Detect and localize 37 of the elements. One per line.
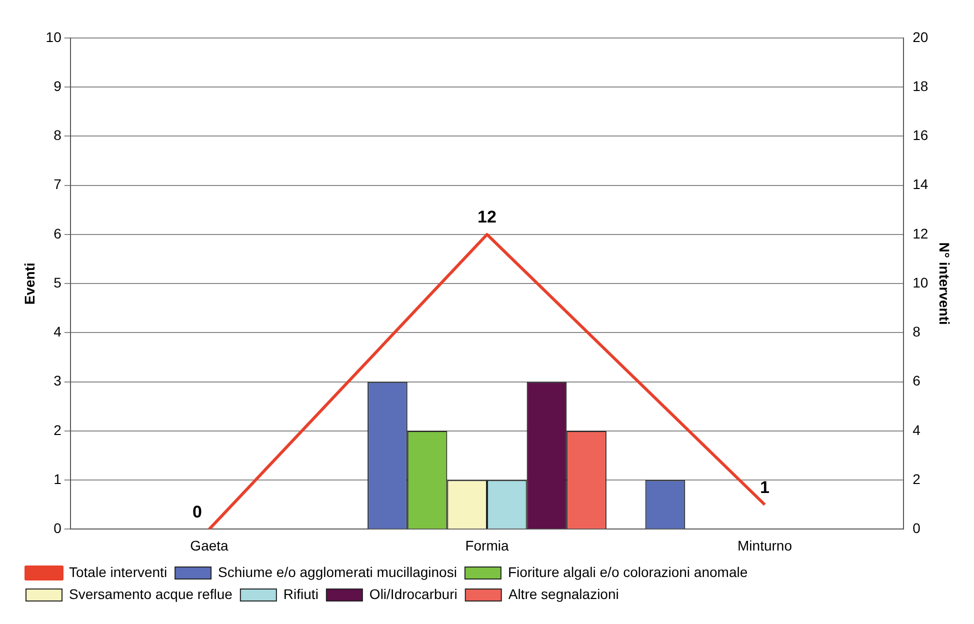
y2-tick-label: 14 — [912, 176, 928, 192]
y-tick-label: 7 — [54, 176, 62, 192]
legend-label: Schiume e/o agglomerati mucillaginosi — [218, 564, 457, 580]
y-tick-label: 9 — [54, 78, 62, 94]
x-tick-label: Gaeta — [190, 537, 229, 554]
legend-label: Altre segnalazioni — [508, 586, 619, 602]
y-tick-label: 6 — [54, 225, 62, 242]
data-label: 1 — [760, 478, 770, 497]
y2-tick-label: 4 — [912, 422, 921, 438]
y2-tick-label: 18 — [912, 78, 928, 94]
y-tick-label: 0 — [54, 520, 62, 536]
data-label: 12 — [478, 208, 496, 227]
y2-tick-label: 20 — [912, 28, 928, 45]
legend-label: Oli/Idrocarburi — [369, 586, 458, 602]
y2-tick-label: 16 — [912, 127, 928, 144]
y2-tick-label: 12 — [912, 225, 928, 242]
data-label: 0 — [192, 502, 202, 522]
y2-axis-title: N° interventi — [936, 242, 953, 325]
y-tick-label: 3 — [54, 372, 62, 389]
y2-tick-label: 10 — [912, 274, 928, 290]
legend-label: Totale interventi — [69, 564, 168, 580]
y-axis-title: Eventi — [21, 262, 38, 305]
legend-label: Rifiuti — [283, 586, 318, 602]
y-tick-label: 4 — [54, 324, 62, 340]
y2-tick-label: 2 — [912, 470, 921, 487]
y-tick-label: 5 — [54, 274, 62, 290]
legend-label: Sversamento acque reflue — [69, 586, 233, 602]
y-tick-label: 10 — [46, 28, 62, 45]
y2-tick-label: 0 — [912, 520, 921, 536]
y2-tick-label: 8 — [912, 324, 921, 340]
y-tick-label: 2 — [54, 422, 62, 438]
y-tick-label: 8 — [54, 127, 62, 144]
y-tick-label: 1 — [54, 470, 62, 487]
x-tick-label: Formia — [465, 537, 509, 554]
y2-tick-label: 6 — [912, 372, 921, 389]
legend-label: Fioriture algali e/o colorazioni anomale — [508, 564, 748, 580]
x-tick-label: Minturno — [738, 537, 792, 554]
